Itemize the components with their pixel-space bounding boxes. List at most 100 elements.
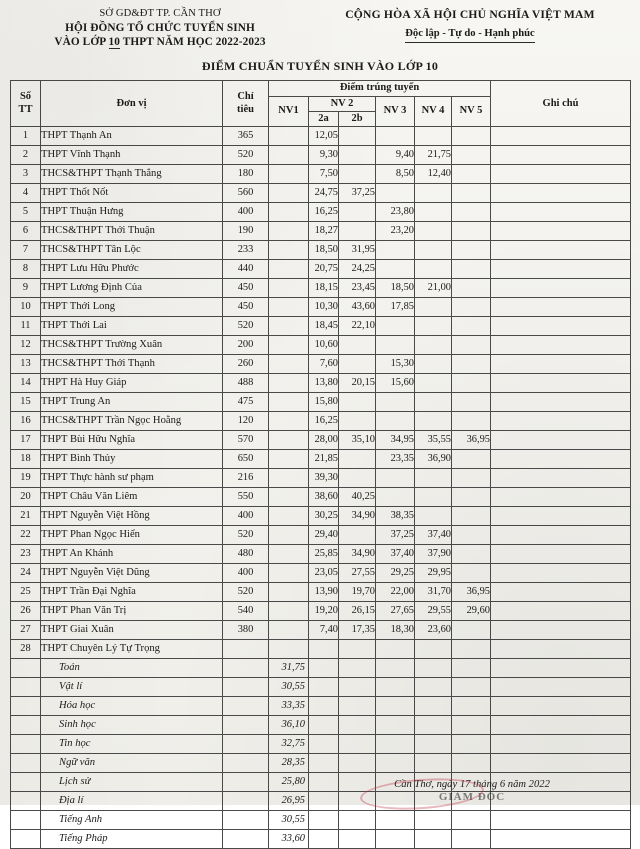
cell-nv2a: 10,60 (308, 334, 339, 355)
cell-nv2a (308, 752, 339, 773)
cell-nv3: 9,40 (375, 144, 415, 165)
cell-nv3: 15,60 (375, 372, 415, 393)
cell-nv2b: 19,70 (338, 581, 376, 602)
cell-name: THPT Phan Ngọc Hiển (40, 524, 223, 545)
cell-stt: 11 (10, 315, 41, 336)
cell-note (490, 828, 631, 849)
cell-nv5 (451, 125, 491, 146)
cell-nv2b: 20,15 (338, 372, 376, 393)
cell-nv4 (414, 695, 452, 716)
cell-nv1 (268, 581, 309, 602)
cell-nv2a: 23,05 (308, 562, 339, 583)
cell-stt: 10 (10, 296, 41, 317)
cell-nv3: 17,85 (375, 296, 415, 317)
cell-nv2a (308, 733, 339, 754)
cell-nv1 (268, 467, 309, 488)
cell-note (490, 486, 631, 507)
cell-nv2a: 21,85 (308, 448, 339, 469)
table-row: 10 THPT Thới Long 450 10,30 43,60 17,85 (10, 296, 631, 317)
cell-nv1 (268, 144, 309, 165)
cell-stt: 3 (10, 163, 41, 184)
cell-nv5 (451, 201, 491, 222)
cell-name: THPT Nguyễn Việt Dũng (40, 562, 223, 583)
cell-nv3 (375, 714, 415, 735)
cell-nv5 (451, 714, 491, 735)
cell-nv5 (451, 334, 491, 355)
cell-name: THPT Nguyễn Việt Hồng (40, 505, 223, 526)
cell-stt (10, 752, 41, 773)
cell-note (490, 258, 631, 279)
cell-subject-score: 26,95 (268, 790, 309, 811)
grade-number: 10 (108, 36, 121, 49)
cell-nv1 (268, 429, 309, 450)
cell-stt (10, 733, 41, 754)
table-row: 8 THPT Lưu Hữu Phước 440 20,75 24,25 (10, 258, 631, 279)
cell-stt: 7 (10, 239, 41, 260)
cell-note (490, 220, 631, 241)
table-row: 12 THCS&THPT Trường Xuân 200 10,60 (10, 334, 631, 355)
cell-note (490, 201, 631, 222)
cell-note (490, 695, 631, 716)
department-name: SỞ GD&ĐT TP. CẦN THƠ (99, 8, 221, 19)
cell-nv2b (338, 125, 376, 146)
table-row: 14 THPT Hà Huy Giáp 488 13,80 20,15 15,60 (10, 372, 631, 393)
cell-note (490, 429, 631, 450)
cell-note (490, 505, 631, 526)
cell-nv2a: 19,20 (308, 600, 339, 621)
cell-nv3 (375, 752, 415, 773)
cell-nv5 (451, 239, 491, 260)
cell-nv2b: 34,90 (338, 505, 376, 526)
table-row: 25 THPT Trần Đại Nghĩa 520 13,90 19,70 22,00 3… (10, 581, 631, 602)
cell-nv2b: 34,90 (338, 543, 376, 564)
cell-note (490, 733, 631, 754)
cell-note (490, 334, 631, 355)
cell-nv4: 37,40 (414, 524, 452, 545)
cell-note (490, 391, 631, 412)
cell-nv3 (375, 258, 415, 279)
cell-note (490, 296, 631, 317)
cell-subject-score: 32,75 (268, 733, 309, 754)
cell-nv5 (451, 144, 491, 165)
cell-nv1 (268, 562, 309, 583)
cell-nv5 (451, 448, 491, 469)
table-row: 6 THCS&THPT Thới Thuận 190 18,27 23,20 (10, 220, 631, 241)
cell-nv2b: 26,15 (338, 600, 376, 621)
cell-nv5 (451, 258, 491, 279)
national-heading-block: CỘNG HÒA XÃ HỘI CHỦ NGHĨA VIỆT MAM Độc l… (310, 7, 630, 49)
cell-nv4: 12,40 (414, 163, 452, 184)
cell-nv1 (268, 600, 309, 621)
cell-nv4: 35,55 (414, 429, 452, 450)
table-row: 4 THPT Thốt Nốt 560 24,75 37,25 (10, 182, 631, 203)
cell-note (490, 144, 631, 165)
cell-stt: 17 (10, 429, 41, 450)
cell-note (490, 372, 631, 393)
cell-quota: 450 (222, 296, 269, 317)
cell-nv2a: 13,90 (308, 581, 339, 602)
cell-name: THPT Thực hành sư phạm (40, 467, 223, 488)
cell-stt: 13 (10, 353, 41, 374)
cell-stt: 4 (10, 182, 41, 203)
cell-note (490, 562, 631, 583)
cell-nv2b (338, 220, 376, 241)
cell-nv3 (375, 467, 415, 488)
cell-name: THPT Thốt Nốt (40, 182, 223, 203)
cell-nv3: 37,25 (375, 524, 415, 545)
cell-nv5 (451, 163, 491, 184)
cell-nv2b (338, 467, 376, 488)
cell-nv3 (375, 315, 415, 336)
cell-nv2a (308, 809, 339, 830)
cell-note (490, 809, 631, 830)
table-body: 1 THPT Thạnh An 365 12,05 2 THPT Vĩnh Thạnh 52… (10, 125, 631, 849)
cell-nv1 (268, 125, 309, 146)
cell-nv1 (268, 201, 309, 222)
cell-nv5 (451, 315, 491, 336)
col-header-unit: Đơn vị (40, 80, 223, 127)
cell-nv2b: 22,10 (338, 315, 376, 336)
cell-stt: 6 (10, 220, 41, 241)
cell-name: THPT Trung An (40, 391, 223, 412)
cell-nv2a: 10,30 (308, 296, 339, 317)
cell-quota (222, 657, 269, 678)
cell-name: THPT Bình Thủy (40, 448, 223, 469)
cell-nv1 (268, 543, 309, 564)
